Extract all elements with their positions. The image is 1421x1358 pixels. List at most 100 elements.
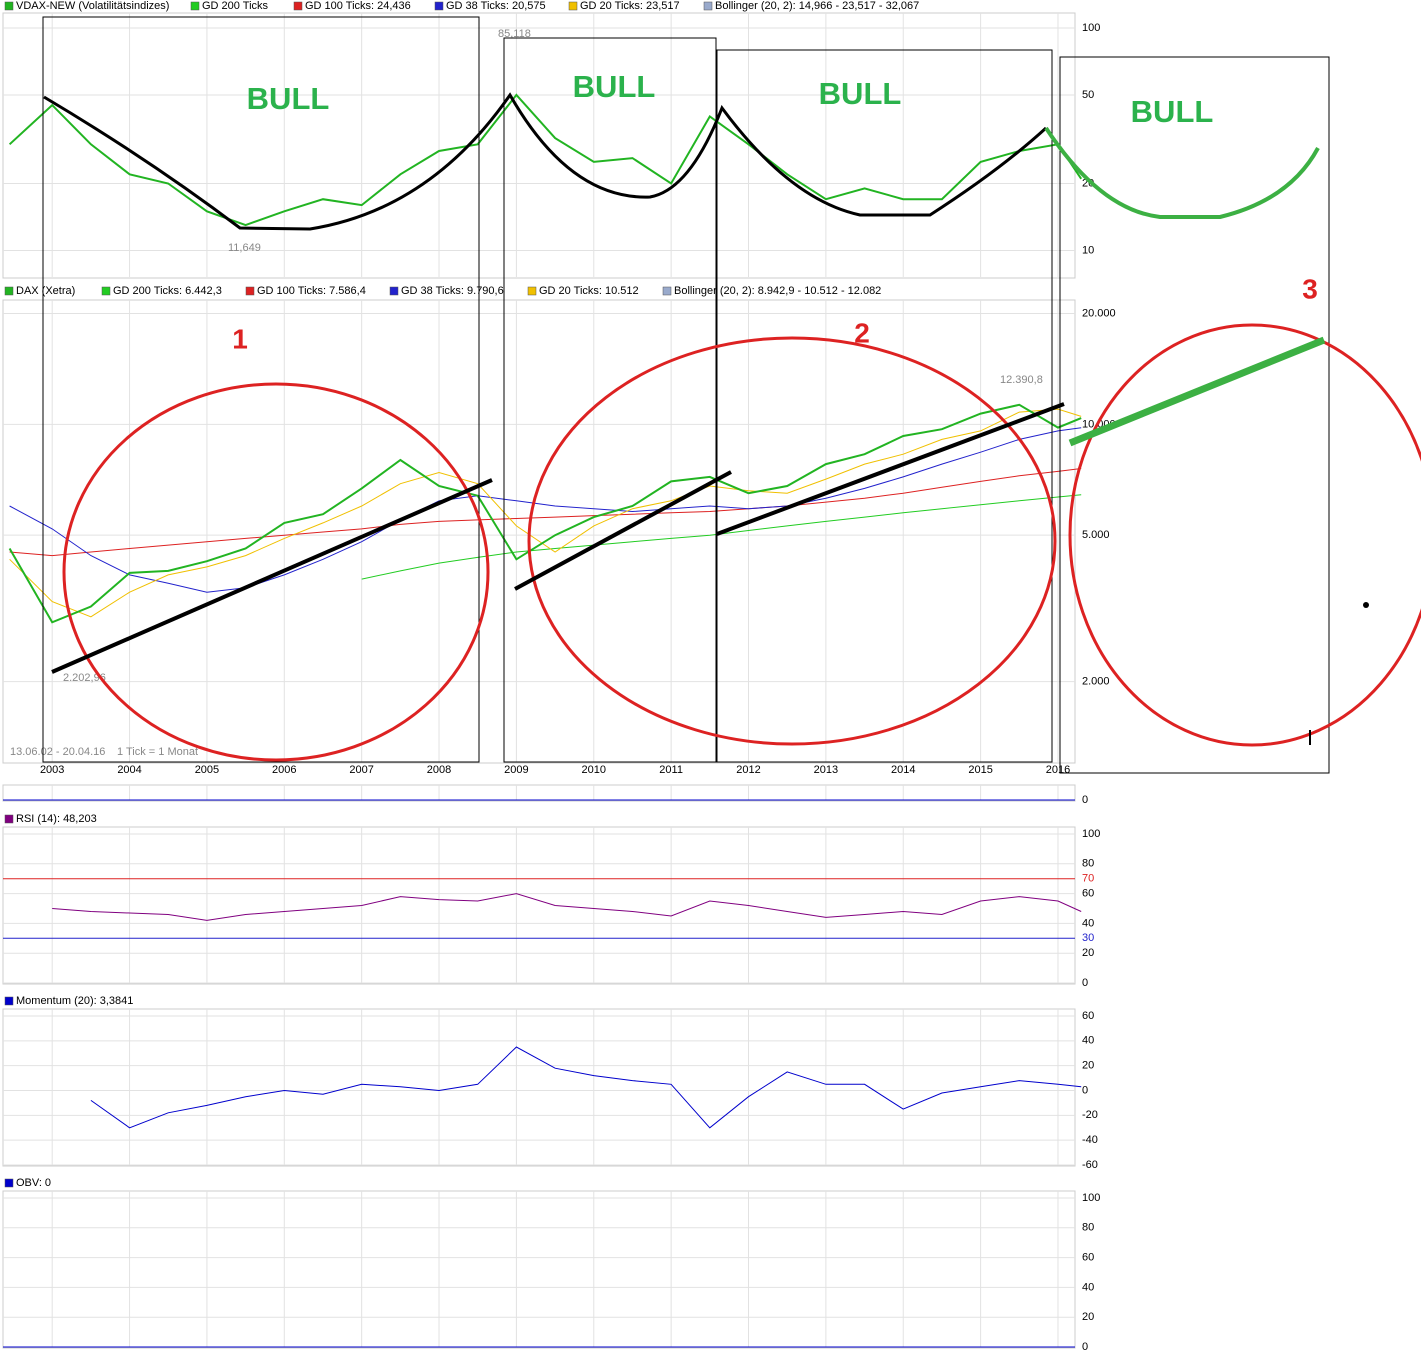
y-tick-label: -40 [1082,1134,1098,1146]
legend-label: RSI (14): 48,203 [16,813,97,825]
number-label: 2 [854,317,870,348]
panel-frame [2,299,1076,764]
x-tick-label: 2004 [117,764,141,776]
box [42,16,480,763]
x-tick-label: 2012 [736,764,760,776]
y-tick-label: -60 [1082,1159,1098,1171]
panel-frame [2,784,1076,802]
y-tick-label: 80 [1082,858,1094,870]
overlay-labels: BULL BULL BULL BULL 1 2 3 [232,69,1318,354]
legend-label: GD 20 Ticks: 23,517 [580,0,680,12]
circle [62,382,490,762]
y-tick-label: 50 [1082,89,1094,101]
y-tick-label: 40 [1082,1281,1094,1293]
bull-label: BULL [247,81,330,116]
box [1059,56,1330,774]
x-tick-label: 2014 [891,764,915,776]
annotation: 11,649 [228,242,261,254]
y-tick-label: 60 [1082,1252,1094,1264]
y-tick-label: 40 [1082,917,1094,929]
legend-label: GD 100 Ticks: 7.586,4 [257,285,366,297]
legend-swatch [190,1,200,11]
x-tick-label: 2009 [504,764,528,776]
legend-swatch [703,1,713,11]
trendline [716,402,1065,536]
legend-label: Momentum (20): 3,3841 [16,995,133,1007]
circle [1068,323,1421,747]
legend-swatch [4,814,14,824]
y-tick-label: 100 [1082,22,1100,34]
legend-swatch [4,1,14,11]
curve [1044,126,1320,219]
y-tick-label: 0 [1082,1341,1088,1353]
x-tick-label: 2003 [40,764,64,776]
legend-label: GD 200 Ticks: 6.442,3 [113,285,222,297]
y-tick-label: 100 [1082,828,1100,840]
curve [43,92,1048,231]
bull-label: BULL [819,76,902,111]
annotation: 85,118 [498,28,531,40]
legend-swatch [293,1,303,11]
y-tick-label: 20 [1082,1311,1094,1323]
y-tick-label: 80 [1082,1222,1094,1234]
annotation: 12.390,8 [1000,374,1043,386]
panel-frame [2,826,1076,985]
dot [1363,602,1369,608]
legend-label: GD 20 Ticks: 10.512 [539,285,639,297]
legend-swatch [568,1,578,11]
y-tick-label: 10 [1082,244,1094,256]
legend-label: OBV: 0 [16,1177,51,1189]
legend-swatch [389,286,399,296]
x-tick-label: 2008 [427,764,451,776]
trendline [1068,336,1326,447]
legend-label: GD 200 Ticks [202,0,269,12]
annotation: 2.202,96 [63,672,106,684]
y-tick-label: 100 [1082,1192,1100,1204]
indicator-line [361,494,1082,580]
trendline [51,478,493,674]
legend-label: GD 100 Ticks: 24,436 [305,0,411,12]
indicator-line [9,468,1082,557]
y-tick-label: 20.000 [1082,307,1116,319]
series-line [8,403,1082,624]
legend-label: Bollinger (20, 2): 14,966 - 23,517 - 32,… [715,0,919,12]
reference-label: 30 [1082,932,1094,944]
box [716,49,1053,763]
y-tick-label: 20 [1082,1060,1094,1072]
legend-swatch [4,1178,14,1188]
legend-swatch [4,286,14,296]
number-label: 1 [232,323,248,354]
series-line [8,93,1083,227]
bull-label: BULL [1131,94,1214,129]
y-tick-label: 0 [1082,977,1088,989]
y-tick-label: 60 [1082,888,1094,900]
y-tick-label: 2.000 [1082,676,1110,688]
x-tick-label: 2015 [968,764,992,776]
x-tick-label: 2016 [1046,764,1070,776]
legend-label: Bollinger (20, 2): 8.942,9 - 10.512 - 12… [674,285,881,297]
x-tick-label: 2010 [582,764,606,776]
y-tick-label: 0 [1082,794,1088,806]
legend-swatch [662,286,672,296]
y-tick-label: 0 [1082,1084,1088,1096]
legend-label: DAX (Xetra) [16,285,75,297]
annotation: 13.06.02 - 20.04.16 [10,746,105,758]
y-tick-label: -20 [1082,1109,1098,1121]
drawings [42,16,1421,774]
x-tick-label: 2005 [195,764,219,776]
x-tick-label: 2011 [659,764,683,776]
legend-swatch [245,286,255,296]
panel-frame [2,1008,1076,1167]
legend-swatch [101,286,111,296]
panel-frame [2,12,1076,279]
box [503,37,717,763]
annotation: 1 Tick = 1 Monat [117,746,198,758]
y-tick-label: 40 [1082,1035,1094,1047]
y-tick-label: 60 [1082,1010,1094,1022]
legend-swatch [4,996,14,1006]
circle [527,336,1057,746]
series-line [52,893,1082,921]
x-tick-label: 2007 [349,764,373,776]
legend-label: VDAX-NEW (Volatilitätsindizes) [16,0,169,12]
